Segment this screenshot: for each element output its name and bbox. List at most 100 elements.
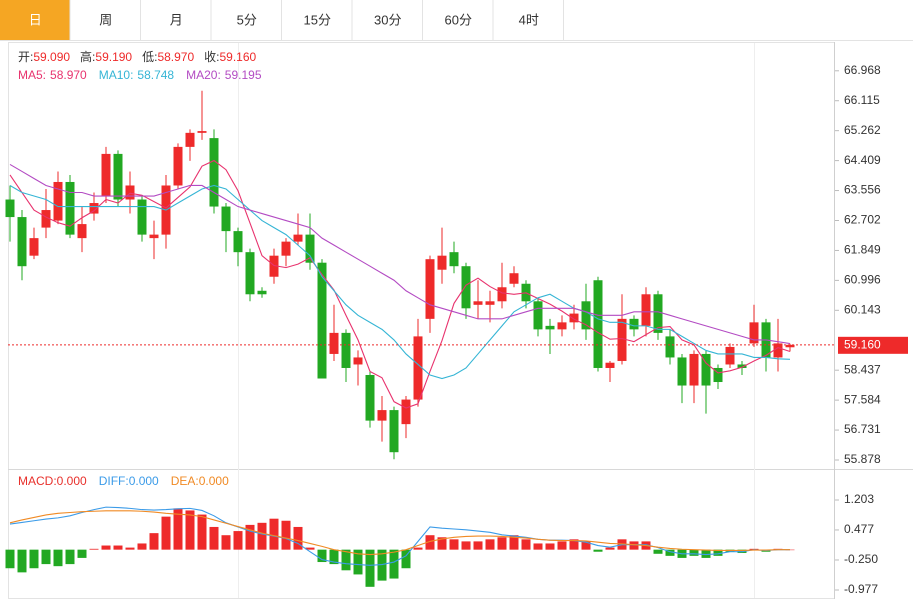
macd-bar xyxy=(485,539,495,550)
candle-body xyxy=(221,206,231,232)
candle-body xyxy=(305,234,315,263)
macd-bar xyxy=(509,535,519,550)
candle-body xyxy=(341,332,351,368)
candle-body xyxy=(125,185,135,200)
macd-bar xyxy=(293,526,303,550)
macd-bar xyxy=(449,539,459,550)
ma-line xyxy=(9,184,791,380)
tab[interactable]: 30分 xyxy=(352,0,424,40)
ohlc-legend: 开:59.090 高:59.190 低:58.970 收:59.160 xyxy=(18,49,257,64)
y-tick-label: -0.977 xyxy=(844,582,878,596)
macd-value: 0.000 xyxy=(199,474,229,488)
macd-bar xyxy=(413,547,423,550)
tab[interactable]: 4时 xyxy=(493,0,565,40)
ma-line xyxy=(9,159,791,409)
tab-label: 15分 xyxy=(304,12,331,27)
macd-bar xyxy=(401,549,411,569)
macd-name: MACD: xyxy=(18,474,57,488)
tab-label: 30分 xyxy=(374,12,401,27)
y-tick-label: 60.996 xyxy=(844,273,881,287)
ohlc-value: 59.190 xyxy=(95,50,132,64)
candle-body xyxy=(773,343,783,358)
macd-bar xyxy=(29,549,39,569)
candle-body xyxy=(785,344,795,348)
y-tick-label: 66.968 xyxy=(844,63,881,77)
ma-legend: MA5: 58.970 MA10: 58.748 MA20: 59.195 xyxy=(18,68,262,82)
y-tick-label: 62.702 xyxy=(844,213,881,227)
tab[interactable]: 周 xyxy=(70,0,142,40)
tab[interactable]: 5分 xyxy=(211,0,283,40)
candle-body xyxy=(617,318,627,361)
y-tick-label: 57.584 xyxy=(844,392,881,406)
macd-name: DEA: xyxy=(171,474,199,488)
y-tick-label: 64.409 xyxy=(844,153,881,167)
macd-bar xyxy=(89,548,99,550)
candle-body xyxy=(581,301,591,330)
ma-line xyxy=(9,163,791,345)
tab-background xyxy=(282,0,353,40)
tab[interactable]: 60分 xyxy=(423,0,494,40)
ma-name: MA20: xyxy=(186,68,221,82)
last-price-box xyxy=(838,336,908,354)
macd-legend: MACD:0.000 DIFF:0.000 DEA:0.000 xyxy=(18,474,229,488)
candle-body xyxy=(701,353,711,386)
macd-bar xyxy=(317,549,327,563)
tab-background xyxy=(211,0,282,40)
candle-body xyxy=(41,210,51,228)
macd-line xyxy=(9,506,790,566)
macd-bar xyxy=(5,549,15,569)
macd-bar xyxy=(593,549,603,552)
candle-body xyxy=(233,231,243,253)
ohlc-value: 59.090 xyxy=(33,50,70,64)
candle-body xyxy=(185,132,195,147)
candle-body xyxy=(629,318,639,330)
candle-body xyxy=(509,273,519,284)
candle-body xyxy=(53,181,63,221)
tab-label: 日 xyxy=(29,12,42,27)
tab[interactable]: 月 xyxy=(141,0,212,40)
candle-body xyxy=(413,336,423,400)
candle-body xyxy=(137,199,147,235)
macd-value: 0.000 xyxy=(129,474,159,488)
tab[interactable]: 15分 xyxy=(282,0,353,40)
tab-background xyxy=(0,0,71,40)
macd-bar xyxy=(113,545,123,550)
ma-value: 58.748 xyxy=(137,68,174,82)
tab-label: 周 xyxy=(99,12,112,27)
macd-bar xyxy=(257,522,267,550)
macd-bar xyxy=(65,549,75,565)
tab-background xyxy=(70,0,141,40)
ma-value: 58.970 xyxy=(50,68,87,82)
macd-bar xyxy=(689,549,699,556)
macd-bar xyxy=(209,526,219,550)
tab-background xyxy=(423,0,494,40)
macd-bar xyxy=(521,539,531,550)
macd-value: 0.000 xyxy=(57,474,87,488)
candle-body xyxy=(689,353,699,386)
macd-bar xyxy=(473,541,483,550)
macd-bar xyxy=(425,535,435,550)
macd-bar xyxy=(653,549,663,554)
tab[interactable]: 日 xyxy=(0,0,71,40)
candle-body xyxy=(605,362,615,368)
macd-bar xyxy=(557,541,567,550)
macd-bar xyxy=(269,518,279,550)
candle-body xyxy=(425,259,435,319)
candle-body xyxy=(557,322,567,330)
candle-body xyxy=(329,332,339,354)
y-tick-label: 61.849 xyxy=(844,243,881,257)
macd-bar xyxy=(581,541,591,550)
candle-body xyxy=(101,153,111,197)
candle-body xyxy=(281,241,291,256)
y-tick-label: 66.115 xyxy=(844,93,880,107)
candle-body xyxy=(269,255,279,277)
macd-bar xyxy=(185,510,195,550)
candle-body xyxy=(737,364,747,368)
y-tick-label: 65.262 xyxy=(844,123,881,137)
ma-name: MA10: xyxy=(99,68,134,82)
ohlc-value: 58.970 xyxy=(157,50,194,64)
candle-body xyxy=(17,217,27,267)
macd-bar xyxy=(281,520,291,550)
candle-body xyxy=(545,325,555,330)
y-tick-label: 0.477 xyxy=(844,522,874,536)
